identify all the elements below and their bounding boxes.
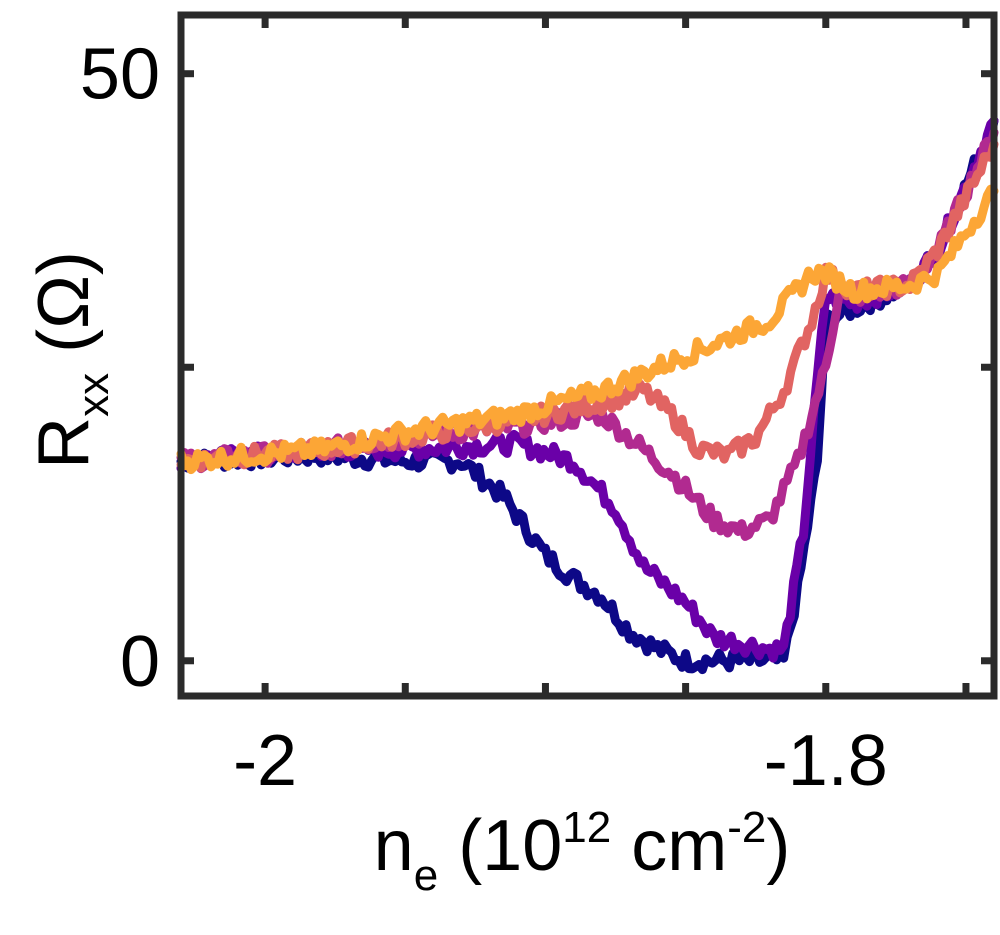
y-axis-title-main: R (24, 417, 104, 469)
y-tick-label: 0 (120, 622, 160, 702)
series-line-3 (176, 127, 999, 541)
x-axis-title-sub: e (414, 851, 438, 900)
y-axis-title: Rxx (Ω) (24, 251, 118, 469)
x-axis-title-rest2: cm (611, 806, 727, 886)
y-axis-title-sub: xx (69, 373, 118, 417)
y-tick-label: 50 (80, 35, 160, 115)
x-axis-title-end: ) (766, 806, 790, 886)
x-axis-title: ne (1012 cm-2) (374, 803, 791, 900)
series-line-5 (176, 184, 999, 475)
series-layer (176, 116, 999, 675)
tick-label-layer: -2 -1.8 0 50 (80, 35, 888, 801)
x-tick-label: -2 (233, 721, 297, 801)
plot-frame (177, 11, 998, 700)
x-axis-title-sup1: 12 (562, 803, 611, 852)
x-axis-title-rest: (10 (438, 806, 562, 886)
x-tick-label: -1.8 (764, 721, 888, 801)
x-axis-title-sup2: -2 (727, 803, 766, 852)
x-axis-title-main: n (374, 806, 414, 886)
y-axis-title-rest: (Ω) (24, 251, 104, 373)
